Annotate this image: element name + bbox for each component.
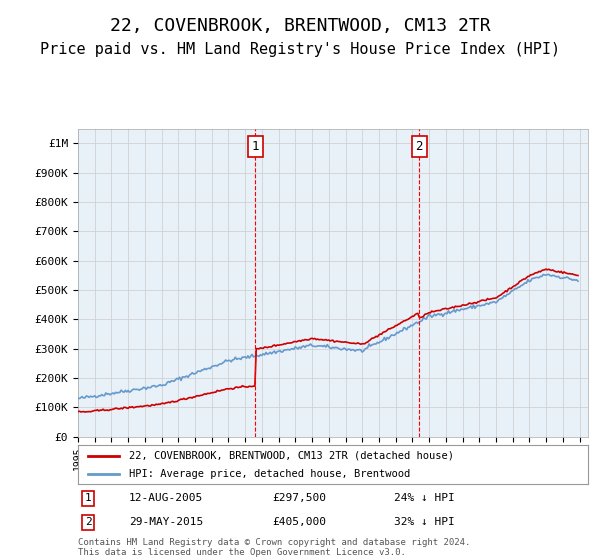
Text: 32% ↓ HPI: 32% ↓ HPI bbox=[394, 517, 455, 528]
Text: 22, COVENBROOK, BRENTWOOD, CM13 2TR (detached house): 22, COVENBROOK, BRENTWOOD, CM13 2TR (det… bbox=[129, 451, 454, 461]
Text: £297,500: £297,500 bbox=[272, 493, 326, 503]
Text: Price paid vs. HM Land Registry's House Price Index (HPI): Price paid vs. HM Land Registry's House … bbox=[40, 42, 560, 57]
Text: 1: 1 bbox=[251, 140, 259, 153]
Text: 12-AUG-2005: 12-AUG-2005 bbox=[129, 493, 203, 503]
Text: HPI: Average price, detached house, Brentwood: HPI: Average price, detached house, Bren… bbox=[129, 469, 410, 479]
Text: 1: 1 bbox=[85, 493, 92, 503]
Text: 29-MAY-2015: 29-MAY-2015 bbox=[129, 517, 203, 528]
Text: 24% ↓ HPI: 24% ↓ HPI bbox=[394, 493, 455, 503]
Text: 2: 2 bbox=[415, 140, 423, 153]
Text: £405,000: £405,000 bbox=[272, 517, 326, 528]
Text: 2: 2 bbox=[85, 517, 92, 528]
Text: 22, COVENBROOK, BRENTWOOD, CM13 2TR: 22, COVENBROOK, BRENTWOOD, CM13 2TR bbox=[110, 17, 490, 35]
Text: Contains HM Land Registry data © Crown copyright and database right 2024.
This d: Contains HM Land Registry data © Crown c… bbox=[78, 538, 470, 557]
